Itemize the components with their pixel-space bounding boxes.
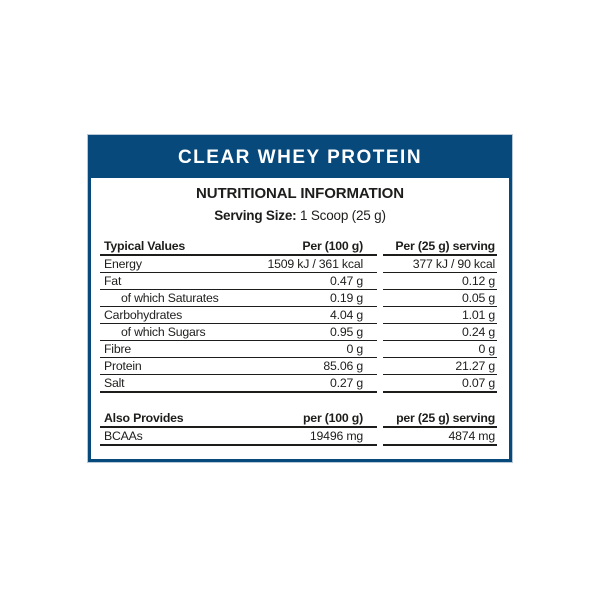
column-header-typical-values: Typical Values bbox=[104, 239, 186, 253]
header-group-left: Typical Values Per (100 g) bbox=[100, 238, 377, 256]
nutrient-name: Fat bbox=[104, 274, 122, 288]
nutrition-table-body: Energy 1509 kJ / 361 kcal 377 kJ / 90 kc… bbox=[100, 256, 497, 393]
nutrient-name: of which Saturates bbox=[121, 291, 219, 305]
product-title: CLEAR WHEY PROTEIN bbox=[177, 147, 423, 168]
section-title: NUTRITIONAL INFORMATION bbox=[196, 185, 404, 202]
column-header-per-100g: Per (100 g) bbox=[302, 239, 363, 253]
serving-size-line: Serving Size: 1 Scoop (25 g) bbox=[91, 208, 509, 223]
row-group-left: Salt 0.27 g bbox=[100, 375, 377, 393]
nutrient-name: Protein bbox=[104, 359, 142, 373]
per-100g-value: 4.04 g bbox=[330, 308, 363, 322]
nutrition-table-header-row: Typical Values Per (100 g) Per (25 g) se… bbox=[100, 238, 497, 256]
nutrient-name: Fibre bbox=[104, 342, 132, 356]
per-25g-value: 0.07 g bbox=[383, 375, 497, 393]
nutrient-name: Salt bbox=[104, 376, 125, 390]
table-row: of which Saturates 0.19 g 0.05 g bbox=[100, 290, 497, 307]
per-25g-value: 0.24 g bbox=[383, 324, 497, 341]
serving-size-value: 1 Scoop (25 g) bbox=[296, 208, 386, 223]
row-group-left: Fat 0.47 g bbox=[100, 273, 377, 290]
per-100g-value: 1509 kJ / 361 kcal bbox=[267, 257, 363, 271]
per-100g-value: 19496 mg bbox=[309, 429, 363, 443]
nutrient-name: Energy bbox=[104, 257, 142, 271]
table-row: Energy 1509 kJ / 361 kcal 377 kJ / 90 kc… bbox=[100, 256, 497, 273]
table-row: Fibre 0 g 0 g bbox=[100, 341, 497, 358]
per-25g-value: 4874 mg bbox=[383, 428, 497, 446]
also-provides-table-body: BCAAs 19496 mg 4874 mg bbox=[100, 428, 497, 446]
nutrition-label-card: CLEAR WHEY PROTEIN NUTRITIONAL INFORMATI… bbox=[88, 135, 512, 462]
nutrient-name: of which Sugars bbox=[121, 325, 206, 339]
per-25g-value: 1.01 g bbox=[383, 307, 497, 324]
per-25g-value: 377 kJ / 90 kcal bbox=[383, 256, 497, 273]
per-25g-value: 0.12 g bbox=[383, 273, 497, 290]
per-25g-value: 0 g bbox=[383, 341, 497, 358]
column-header-also-provides: Also Provides bbox=[104, 411, 184, 425]
row-group-left: Energy 1509 kJ / 361 kcal bbox=[100, 256, 377, 273]
table-row: Carbohydrates 4.04 g 1.01 g bbox=[100, 307, 497, 324]
column-header-per-25g-serving: Per (25 g) serving bbox=[383, 238, 497, 256]
row-group-left: Fibre 0 g bbox=[100, 341, 377, 358]
table-row: Fat 0.47 g 0.12 g bbox=[100, 273, 497, 290]
header-group-left: Also Provides per (100 g) bbox=[100, 410, 377, 428]
table-row: Protein 85.06 g 21.27 g bbox=[100, 358, 497, 375]
per-100g-value: 0.47 g bbox=[330, 274, 363, 288]
per-100g-value: 0.27 g bbox=[330, 376, 363, 390]
row-group-left: of which Saturates 0.19 g bbox=[100, 290, 377, 307]
also-provides-table: Also Provides per (100 g) per (25 g) ser… bbox=[100, 410, 497, 446]
table-row: Salt 0.27 g 0.07 g bbox=[100, 375, 497, 393]
per-100g-value: 85.06 g bbox=[323, 359, 363, 373]
per-100g-value: 0.19 g bbox=[330, 291, 363, 305]
per-100g-value: 0 g bbox=[346, 342, 364, 356]
row-group-left: Protein 85.06 g bbox=[100, 358, 377, 375]
row-group-left: Carbohydrates 4.04 g bbox=[100, 307, 377, 324]
product-title-bar: CLEAR WHEY PROTEIN bbox=[91, 138, 509, 178]
per-25g-value: 21.27 g bbox=[383, 358, 497, 375]
table-row: BCAAs 19496 mg 4874 mg bbox=[100, 428, 497, 446]
serving-size-label: Serving Size: bbox=[214, 208, 297, 223]
table-row: of which Sugars 0.95 g 0.24 g bbox=[100, 324, 497, 341]
nutrient-name: Carbohydrates bbox=[104, 308, 183, 322]
per-100g-value: 0.95 g bbox=[330, 325, 363, 339]
nutrition-table: Typical Values Per (100 g) Per (25 g) se… bbox=[100, 238, 497, 393]
row-group-left: BCAAs 19496 mg bbox=[100, 428, 377, 446]
column-header-per-100g: per (100 g) bbox=[303, 411, 363, 425]
column-header-per-25g-serving: per (25 g) serving bbox=[383, 410, 497, 428]
also-provides-header-row: Also Provides per (100 g) per (25 g) ser… bbox=[100, 410, 497, 428]
row-group-left: of which Sugars 0.95 g bbox=[100, 324, 377, 341]
per-25g-value: 0.05 g bbox=[383, 290, 497, 307]
nutrient-name: BCAAs bbox=[104, 429, 143, 443]
